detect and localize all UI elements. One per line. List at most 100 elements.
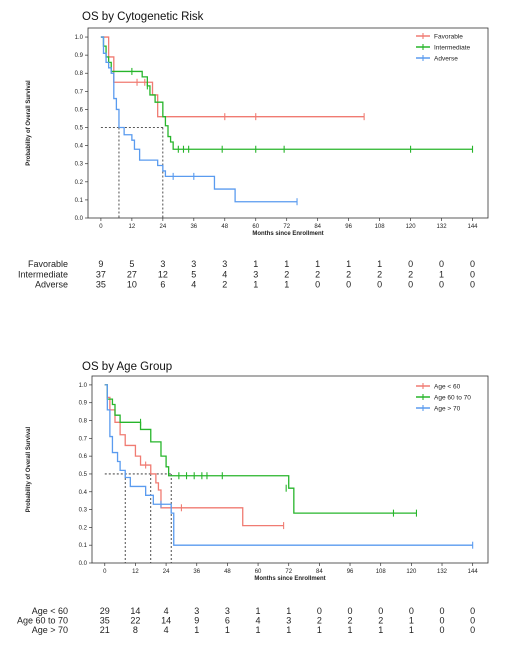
- risk-value: 3: [225, 606, 230, 616]
- km-curve-0: [100, 36, 365, 118]
- y-tick-label: 0.1: [75, 198, 84, 204]
- risk-value: 2: [317, 616, 322, 626]
- risk-value: 0: [317, 606, 322, 616]
- risk-value: 14: [161, 616, 171, 626]
- chart-title: OS by Age Group: [82, 361, 172, 373]
- legend-label: Favorable: [434, 34, 463, 41]
- risk-value: 2: [408, 269, 413, 279]
- x-tick-label: 24: [159, 224, 166, 230]
- y-tick-label: 0.4: [75, 144, 84, 150]
- risk-value: 2: [222, 280, 227, 290]
- risk-value: 1: [284, 280, 289, 290]
- risk-value: 9: [98, 259, 103, 269]
- risk-value: 0: [409, 606, 414, 616]
- y-tick-label: 0.6: [75, 107, 84, 113]
- x-tick-label: 72: [285, 569, 292, 575]
- chart-title: OS by Cytogenetic Risk: [82, 11, 204, 23]
- x-axis-label: Months since Enrollment: [252, 231, 323, 237]
- risk-value: 1: [348, 625, 353, 635]
- risk-value: 29: [100, 606, 110, 616]
- risk-value: 1: [194, 625, 199, 635]
- y-tick-label: 0.6: [79, 454, 88, 460]
- legend-label: Adverse: [434, 56, 458, 63]
- x-tick-label: 12: [129, 224, 136, 230]
- risk-value: 1: [225, 625, 230, 635]
- legend-label: Age 60 to 70: [434, 395, 471, 402]
- risk-value: 27: [127, 269, 137, 279]
- risk-value: 4: [164, 625, 169, 635]
- x-tick-label: 120: [406, 224, 417, 230]
- legend-label: Intermediate: [434, 45, 471, 52]
- risk-value: 4: [164, 606, 169, 616]
- x-tick-label: 132: [437, 569, 448, 575]
- x-axis-label: Months since Enrollment: [254, 576, 325, 582]
- risk-value: 4: [222, 269, 227, 279]
- risk-value: 3: [286, 616, 291, 626]
- x-tick-label: 108: [375, 224, 386, 230]
- risk-value: 1: [378, 625, 383, 635]
- km-chart-2: OS by Age Group 0.0 0.1 0.2 0.3 0.4 0.5 0.6 0.7 0…: [17, 361, 489, 635]
- y-tick-label: 0.4: [79, 490, 88, 496]
- km-curve-1: [100, 36, 473, 150]
- risk-value: 0: [470, 616, 475, 626]
- x-tick-label: 132: [437, 224, 448, 230]
- risk-value: 3: [191, 259, 196, 269]
- risk-value: 0: [315, 280, 320, 290]
- risk-value: 0: [440, 606, 445, 616]
- x-tick-label: 72: [283, 224, 290, 230]
- x-tick-label: 84: [314, 224, 321, 230]
- x-tick-label: 12: [132, 569, 139, 575]
- risk-value: 2: [346, 269, 351, 279]
- risk-value: 1: [286, 625, 291, 635]
- y-tick-label: 1.0: [79, 383, 88, 389]
- risk-value: 4: [191, 280, 196, 290]
- risk-value: 1: [315, 259, 320, 269]
- x-tick-label: 96: [347, 569, 354, 575]
- km-curve-2: [104, 384, 473, 546]
- risk-value: 1: [253, 259, 258, 269]
- risk-value: 0: [470, 280, 475, 290]
- x-tick-label: 84: [316, 569, 323, 575]
- x-tick-label: 96: [345, 224, 352, 230]
- y-tick-label: 0.3: [75, 162, 84, 168]
- risk-value: 0: [440, 625, 445, 635]
- risk-value: 5: [129, 259, 134, 269]
- risk-value: 8: [133, 625, 138, 635]
- x-tick-label: 60: [252, 224, 259, 230]
- x-tick-label: 108: [376, 569, 387, 575]
- x-tick-label: 144: [468, 569, 479, 575]
- legend-label: Age > 70: [434, 406, 461, 413]
- risk-value: 0: [470, 259, 475, 269]
- y-tick-label: 0.7: [79, 436, 88, 442]
- risk-value: 37: [96, 269, 106, 279]
- risk-value: 0: [408, 280, 413, 290]
- risk-value: 14: [130, 606, 140, 616]
- risk-value: 0: [470, 606, 475, 616]
- y-tick-label: 0.8: [79, 419, 88, 425]
- risk-row-label: Intermediate: [18, 269, 68, 279]
- risk-value: 2: [348, 616, 353, 626]
- y-axis-label: Probability of Overall Survival: [26, 80, 32, 166]
- risk-value: 2: [315, 269, 320, 279]
- risk-value: 1: [317, 625, 322, 635]
- y-tick-label: 0.0: [75, 216, 84, 222]
- risk-value: 1: [439, 269, 444, 279]
- risk-value: 0: [346, 280, 351, 290]
- risk-value: 22: [130, 616, 140, 626]
- risk-row-label: Age 60 to 70: [17, 616, 68, 626]
- risk-value: 3: [253, 269, 258, 279]
- risk-value: 2: [377, 269, 382, 279]
- risk-value: 6: [225, 616, 230, 626]
- risk-value: 0: [470, 269, 475, 279]
- legend-label: Age < 60: [434, 384, 461, 391]
- x-tick-label: 144: [468, 224, 479, 230]
- x-tick-label: 36: [190, 224, 197, 230]
- risk-value: 0: [378, 606, 383, 616]
- risk-value: 2: [284, 269, 289, 279]
- y-tick-label: 0.7: [75, 89, 84, 95]
- km-chart-1: OS by Cytogenetic Risk 0.0 0.1 0.2 0.3 0.4 0.5…: [18, 11, 489, 290]
- risk-value: 12: [158, 269, 168, 279]
- risk-value: 0: [348, 606, 353, 616]
- y-tick-label: 1.0: [75, 35, 84, 41]
- km-curve-2: [100, 36, 298, 203]
